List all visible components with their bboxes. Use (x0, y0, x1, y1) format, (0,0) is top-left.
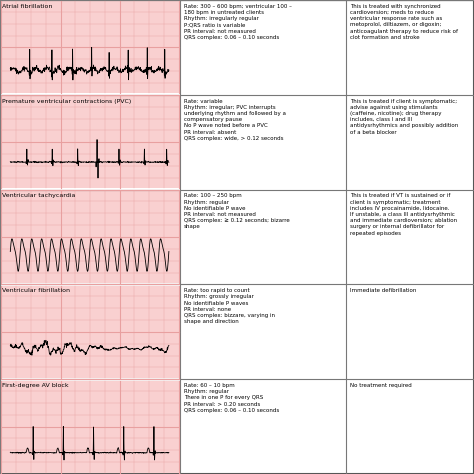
Bar (1, 191, 179, 283)
Text: Premature ventricular contractions (PVC): Premature ventricular contractions (PVC) (2, 99, 132, 104)
Text: Atrial fibrillation: Atrial fibrillation (2, 4, 53, 9)
Text: Rate: too rapid to count
Rhythm: grossly irregular
No identifiable P waves
PR in: Rate: too rapid to count Rhythm: grossly… (184, 288, 275, 324)
Text: First-degree AV block: First-degree AV block (2, 383, 69, 388)
Bar (1, 381, 179, 473)
Text: Rate: 60 – 10 bpm
Rhythm: regular
There in one P for every QRS
PR interval: > 0.: Rate: 60 – 10 bpm Rhythm: regular There … (184, 383, 279, 413)
Text: Immediate defibrillation: Immediate defibrillation (350, 288, 416, 293)
Text: No treatment required: No treatment required (350, 383, 411, 388)
Text: This is treated if VT is sustained or if
client is symptomatic; treatment
includ: This is treated if VT is sustained or if… (350, 193, 457, 236)
Text: This is treated with synchronized
cardioversion; meds to reduce
ventricular resp: This is treated with synchronized cardio… (350, 4, 458, 40)
Text: Rate: variable
Rhythm: irregular; PVC interrupts
underlying rhythm and followed : Rate: variable Rhythm: irregular; PVC in… (184, 99, 286, 141)
Text: Rate: 100 – 250 bpm
Rhythm: regular
No identifiable P wave
PR interval: not meas: Rate: 100 – 250 bpm Rhythm: regular No i… (184, 193, 290, 229)
Text: Rate: 300 – 600 bpm; ventricular 100 –
180 bpm in untreated clients
Rhythm: irre: Rate: 300 – 600 bpm; ventricular 100 – 1… (184, 4, 292, 40)
Text: Ventricular tachycardia: Ventricular tachycardia (2, 193, 76, 199)
Text: This is treated if client is symptomatic;
advise against using stimulants
(caffe: This is treated if client is symptomatic… (350, 99, 458, 135)
Bar (1, 96, 179, 188)
Text: Ventricular fibrillation: Ventricular fibrillation (2, 288, 70, 293)
Bar (1, 1, 179, 93)
Bar (1, 286, 179, 378)
